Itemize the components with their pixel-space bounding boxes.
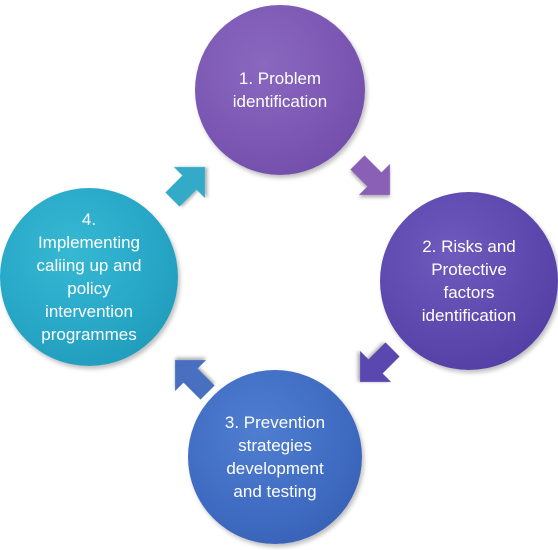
step-4-label: 4. Implementing caliing up and policy in… [36, 210, 142, 344]
arrow-1-to-2 [350, 155, 390, 195]
step-3-node: 3. Prevention strategies development and… [188, 370, 362, 544]
arrow-3-to-4 [175, 360, 215, 400]
step-4-node: 4. Implementing caliing up and policy in… [0, 188, 178, 366]
step-1-node: 1. Problem identification [195, 5, 365, 175]
step-3-label: 3. Prevention strategies development and… [224, 413, 326, 501]
arrow-4-to-1 [165, 167, 205, 207]
arrow-2-to-3 [360, 342, 400, 382]
step-2-label: 2. Risks and Protective factors identifi… [421, 237, 517, 325]
step-2-node: 2. Risks and Protective factors identifi… [380, 192, 558, 370]
step-1-label: 1. Problem identification [232, 69, 328, 111]
